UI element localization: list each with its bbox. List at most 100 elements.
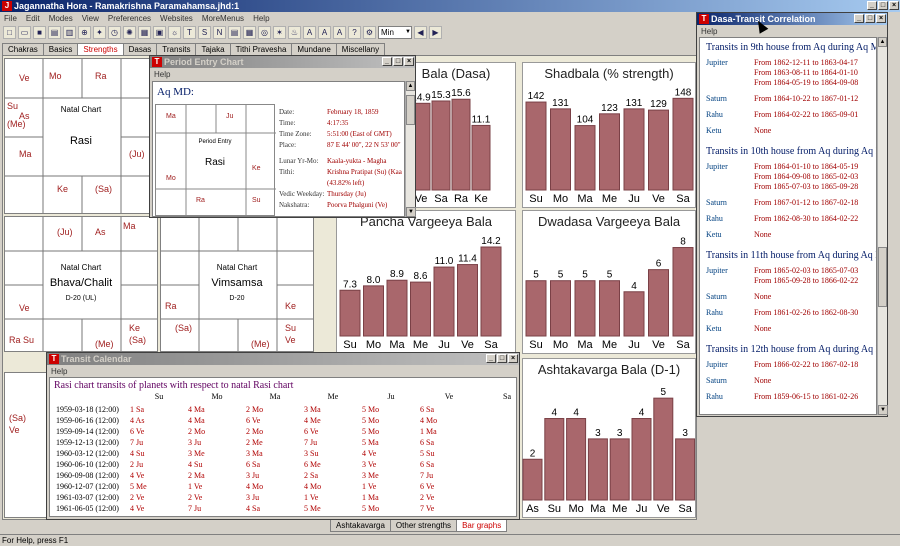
bar-panel-ashtakavarga xyxy=(522,358,696,518)
dt-scroll-up[interactable]: ▲ xyxy=(878,37,887,47)
tab-transits[interactable]: Transits xyxy=(156,43,197,55)
period-entry-close-button[interactable]: × xyxy=(404,57,414,66)
btab-other-strengths[interactable]: Other strengths xyxy=(389,520,458,532)
transit-calendar-maximize-button[interactable]: □ xyxy=(497,354,507,363)
transit-calendar-menu-help[interactable]: Help xyxy=(51,366,68,376)
lamp-icon[interactable]: ♨ xyxy=(288,25,301,39)
planet-wheel-icon[interactable]: ✺ xyxy=(123,25,136,39)
step-back-icon[interactable]: ◀ xyxy=(414,25,427,39)
tc-cell: 6 Sa xyxy=(246,460,260,469)
tab-chakras[interactable]: Chakras xyxy=(2,43,44,55)
btab-bar-graphs[interactable]: Bar graphs xyxy=(456,520,508,532)
menu-help[interactable]: Help xyxy=(253,13,270,23)
tool-s-icon[interactable]: S xyxy=(198,25,211,39)
menu-edit[interactable]: Edit xyxy=(25,13,40,23)
settings-icon[interactable]: ⚙ xyxy=(363,25,376,39)
menu-preferences[interactable]: Preferences xyxy=(107,13,152,23)
pe-scroll-thumb[interactable] xyxy=(406,95,415,125)
period-entry-scrollbar[interactable]: ▲ ▼ xyxy=(405,81,416,217)
menu-moremenus[interactable]: MoreMenus xyxy=(201,13,245,23)
menu-modes[interactable]: Modes xyxy=(48,13,73,23)
pe-scroll-down[interactable]: ▼ xyxy=(406,207,416,217)
help-question-icon[interactable]: ? xyxy=(348,25,361,39)
spiral-icon[interactable]: ◎ xyxy=(258,25,271,39)
open-folder-icon[interactable]: ▭ xyxy=(18,25,31,39)
pe-field-5: Tithi: Krishna Pratipat (Su) (Kaa xyxy=(279,168,402,176)
bhava-chart[interactable]: (Ju) As Ma Ve Ke (Sa) Ra Su (Me) Natal C… xyxy=(4,216,158,352)
star-icon[interactable]: ✶ xyxy=(273,25,286,39)
maximize-button[interactable]: □ xyxy=(878,1,888,10)
save-icon[interactable]: ■ xyxy=(33,25,46,39)
sun-icon[interactable]: ☼ xyxy=(168,25,181,39)
print-preview-icon[interactable]: ▥ xyxy=(63,25,76,39)
tc-row: 1960-09-08 (12:00) 4 Ve 2 Ma 3 Ju 2 Sa 3 Me 7 … xyxy=(56,471,516,480)
minimize-button[interactable]: _ xyxy=(867,1,877,10)
calendar-icon[interactable]: ▤ xyxy=(228,25,241,39)
period-entry-minimize-button[interactable]: _ xyxy=(382,57,392,66)
dasa-transit-scrollbar[interactable]: ▲ ▼ xyxy=(877,37,888,415)
font-color-icon[interactable]: A xyxy=(333,25,346,39)
tab-basics[interactable]: Basics xyxy=(42,43,79,55)
chart-box-icon[interactable]: ▣ xyxy=(153,25,166,39)
bhava-planet-sa: (Sa) xyxy=(129,335,147,345)
vimsamsa-chart[interactable]: Ra (Sa) Ke (Me) Su Ve Natal Chart Vimsam… xyxy=(160,216,314,352)
dt-scroll-down[interactable]: ▼ xyxy=(878,405,888,415)
transit-calendar-heading: Rasi chart transits of planets with resp… xyxy=(54,380,294,391)
period-entry-menu-help[interactable]: Help xyxy=(154,69,171,79)
main-title-bar[interactable]: J Jagannatha Hora - Ramakrishna Paramaha… xyxy=(0,0,900,12)
pe-key-date: Date: xyxy=(279,108,295,116)
menu-view[interactable]: View xyxy=(81,13,99,23)
period-entry-maximize-button[interactable]: □ xyxy=(393,57,403,66)
dt-scroll-thumb[interactable] xyxy=(878,247,887,307)
pe-key-place: Place: xyxy=(279,141,297,149)
tool-t-icon[interactable]: T xyxy=(183,25,196,39)
tc-row-date: 1960-03-12 (12:00) xyxy=(56,449,119,458)
step-forward-icon[interactable]: ▶ xyxy=(429,25,442,39)
new-file-icon[interactable]: □ xyxy=(3,25,16,39)
dasa-transit-minimize-button[interactable]: _ xyxy=(854,14,864,23)
tab-mundane[interactable]: Mundane xyxy=(291,43,337,55)
dasa-transit-maximize-button[interactable]: □ xyxy=(865,14,875,23)
transit-calendar-app-icon: T xyxy=(49,354,59,364)
bhava-planet-su: Su xyxy=(23,335,35,345)
btab-ashtakavarga[interactable]: Ashtakavarga xyxy=(330,520,391,532)
tab-dasas[interactable]: Dasas xyxy=(122,43,158,55)
close-button[interactable]: × xyxy=(889,1,899,10)
transit-calendar-minimize-button[interactable]: _ xyxy=(486,354,496,363)
tab-strengths[interactable]: Strengths xyxy=(77,43,124,55)
transit-calendar-window[interactable]: T Transit Calendar _ □ × Help Rasi chart… xyxy=(46,352,520,520)
mode-select[interactable]: Min ▼ xyxy=(378,25,412,39)
font-large-icon[interactable]: A xyxy=(303,25,316,39)
tc-col-ma: Ma xyxy=(269,392,281,401)
dasa-transit-close-button[interactable]: × xyxy=(876,14,886,23)
status-bar: For Help, press F1 xyxy=(0,534,900,546)
period-entry-window[interactable]: T Period Entry Chart _ □ × Help Aq MD: M… xyxy=(149,55,416,218)
print-icon[interactable]: ▤ xyxy=(48,25,61,39)
grid-icon[interactable]: ▦ xyxy=(138,25,151,39)
dasa-transit-menu-help[interactable]: Help xyxy=(701,26,718,36)
dt-period-value: From 1864-10-22 to 1867-01-12 xyxy=(754,94,859,103)
tc-cell: 7 Ju xyxy=(304,438,318,447)
dasa-transit-window[interactable]: T Dasa-Transit Correlation _ □ × Help Tr… xyxy=(696,12,888,417)
tc-row: 1960-03-12 (12:00) 4 Su 3 Me 3 Ma 3 Su 4 Ve 5 … xyxy=(56,449,516,458)
tab-tajaka[interactable]: Tajaka xyxy=(195,43,231,55)
tab-tithi-pravesha[interactable]: Tithi Pravesha xyxy=(229,43,293,55)
bhava-planet-ra: Ra xyxy=(9,335,21,345)
menu-file[interactable]: File xyxy=(4,13,17,23)
now-icon[interactable]: ◷ xyxy=(108,25,121,39)
font-small-icon[interactable]: A xyxy=(318,25,331,39)
tab-miscellany[interactable]: Miscellany xyxy=(335,43,386,55)
table-icon[interactable]: ▦ xyxy=(243,25,256,39)
rasi-chart[interactable]: Mo Ra Ke (Sa) Ma (Ju) Su As (Me) Ve Nata… xyxy=(4,58,158,214)
birth-data-icon[interactable]: ✦ xyxy=(93,25,106,39)
tool-n-icon[interactable]: N xyxy=(213,25,226,39)
pe-scroll-up[interactable]: ▲ xyxy=(406,81,415,91)
menu-websites[interactable]: Websites xyxy=(160,13,193,23)
bar-panel-dwadasa xyxy=(522,210,696,354)
zoom-icon[interactable]: ⊕ xyxy=(78,25,91,39)
tc-cell: 3 Ju xyxy=(188,438,202,447)
lower-chart[interactable]: (Sa) Ve xyxy=(4,372,48,518)
transit-calendar-close-button[interactable]: × xyxy=(508,354,518,363)
pe-field-8: Nakshatra: Poorva Phalguni (Ve) xyxy=(279,201,387,209)
tc-row-date: 1960-09-08 (12:00) xyxy=(56,471,119,480)
